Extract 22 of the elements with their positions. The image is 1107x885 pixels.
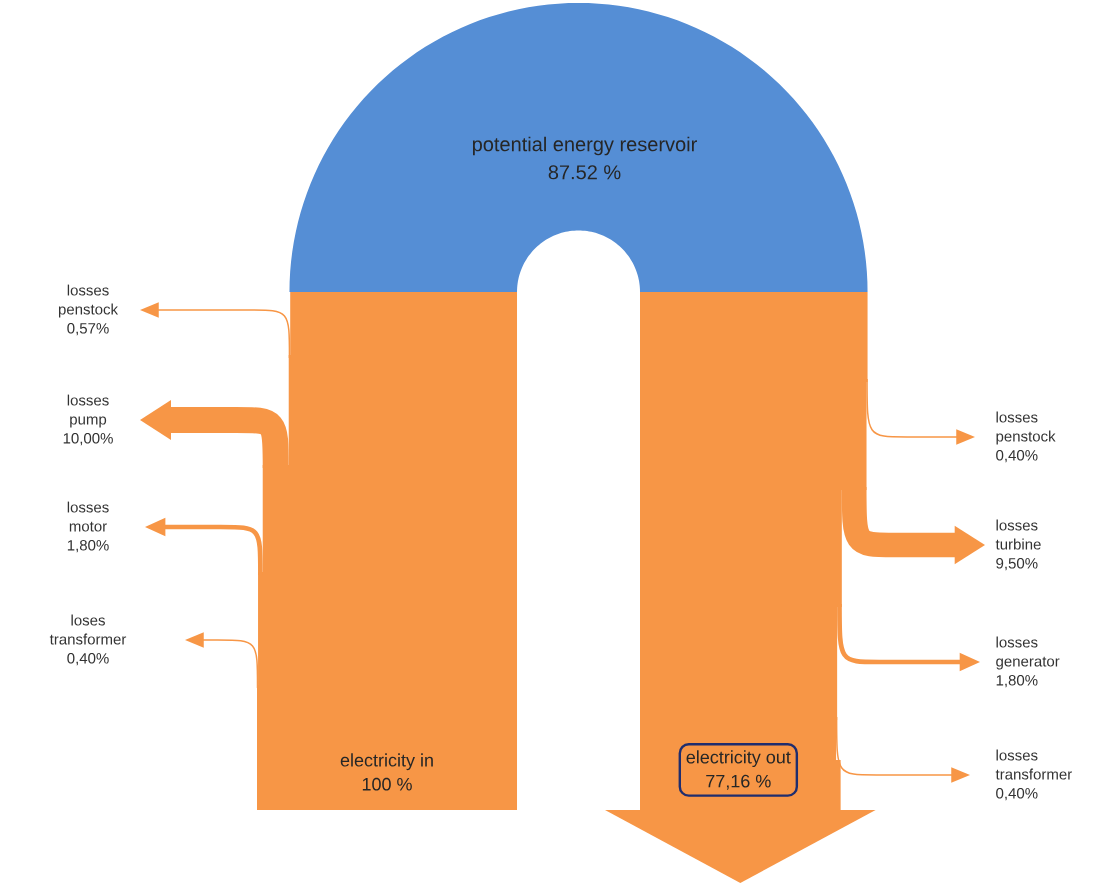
data-label: 100 %: [362, 777, 412, 791]
data-label: 9,50%: [996, 557, 1038, 571]
category-label: losses penstock: [58, 284, 119, 318]
category-label: losses transformer: [995, 749, 1072, 780]
data-label: 10,00%: [63, 432, 113, 446]
category-label: losses motor: [67, 501, 109, 532]
data-label: 1,80%: [996, 674, 1038, 688]
data-label: 0,40%: [67, 652, 109, 666]
data-label: 0,40%: [996, 787, 1038, 801]
data-label: 0,57%: [67, 322, 109, 336]
category-label: losses pump: [67, 394, 109, 428]
category-label: losses generator: [996, 636, 1060, 670]
data-label: 77,16 %: [706, 774, 771, 790]
data-label: 87.52 %: [548, 165, 621, 180]
category-label: electricity in: [340, 753, 433, 771]
category-label: loses transformer: [49, 614, 127, 645]
data-label: 0,40%: [996, 449, 1038, 463]
category-label: potential energy reservoir: [472, 136, 697, 156]
data-label: 1,80%: [67, 539, 109, 553]
category-label: losses penstock: [996, 411, 1056, 445]
category-label: electricity out: [686, 750, 791, 768]
category-label: losses turbine: [995, 519, 1041, 550]
